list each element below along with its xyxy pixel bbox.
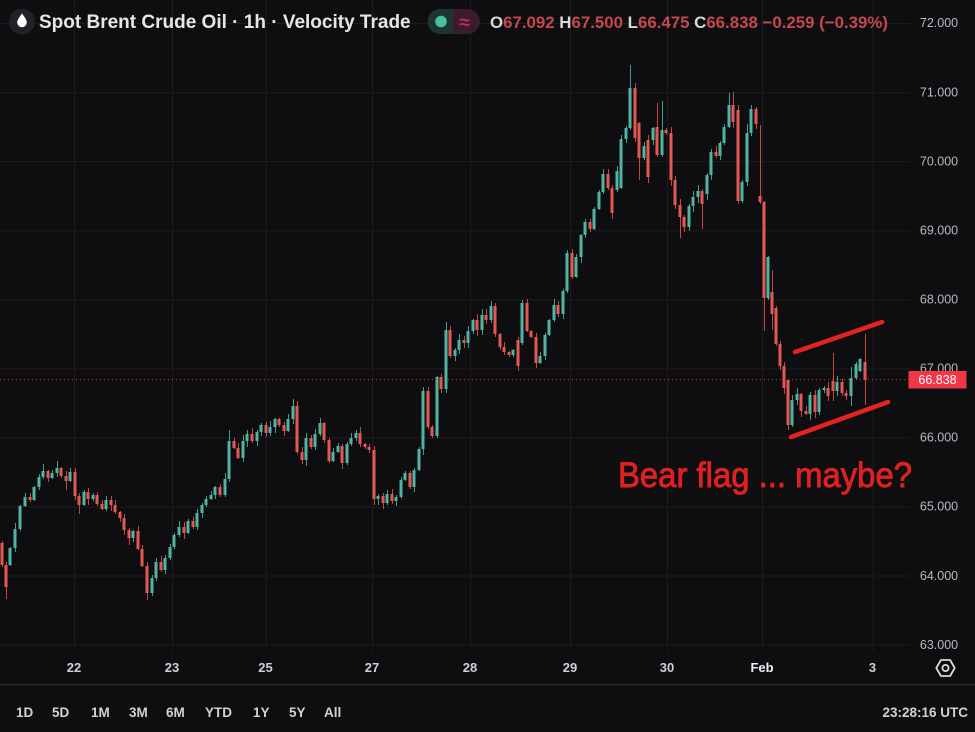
- svg-text:5Y: 5Y: [289, 705, 306, 720]
- svg-text:3M: 3M: [129, 705, 148, 720]
- svg-text:Spot Brent Crude Oil · 1h · Ve: Spot Brent Crude Oil · 1h · Velocity Tra…: [39, 12, 411, 33]
- svg-text:1Y: 1Y: [253, 705, 270, 720]
- svg-text:25: 25: [258, 660, 272, 675]
- svg-text:22: 22: [67, 660, 81, 675]
- svg-text:Feb: Feb: [750, 660, 773, 675]
- svg-text:66.000: 66.000: [920, 431, 958, 445]
- svg-text:1M: 1M: [91, 705, 110, 720]
- svg-text:O67.092 H67.500 L66.475 C66.83: O67.092 H67.500 L66.475 C66.838 −0.259 (…: [490, 13, 888, 32]
- svg-text:70.000: 70.000: [920, 154, 958, 168]
- svg-text:6M: 6M: [166, 705, 185, 720]
- svg-text:68.000: 68.000: [920, 293, 958, 307]
- svg-text:Bear flag ... maybe?: Bear flag ... maybe?: [618, 456, 912, 495]
- svg-text:30: 30: [660, 660, 674, 675]
- svg-text:≈: ≈: [459, 13, 470, 34]
- svg-text:63.000: 63.000: [920, 638, 958, 652]
- svg-text:23: 23: [165, 660, 179, 675]
- svg-text:71.000: 71.000: [920, 85, 958, 99]
- svg-text:3: 3: [869, 660, 876, 675]
- svg-text:28: 28: [463, 660, 477, 675]
- svg-text:65.000: 65.000: [920, 500, 958, 514]
- svg-text:23:28:16 UTC: 23:28:16 UTC: [882, 705, 968, 720]
- svg-text:66.838: 66.838: [918, 373, 956, 387]
- svg-text:72.000: 72.000: [920, 16, 958, 30]
- svg-text:YTD: YTD: [205, 705, 232, 720]
- svg-text:1D: 1D: [16, 705, 34, 720]
- svg-text:69.000: 69.000: [920, 223, 958, 237]
- svg-text:All: All: [324, 705, 341, 720]
- svg-text:27: 27: [365, 660, 379, 675]
- svg-text:64.000: 64.000: [920, 569, 958, 583]
- svg-text:29: 29: [563, 660, 577, 675]
- svg-text:5D: 5D: [52, 705, 70, 720]
